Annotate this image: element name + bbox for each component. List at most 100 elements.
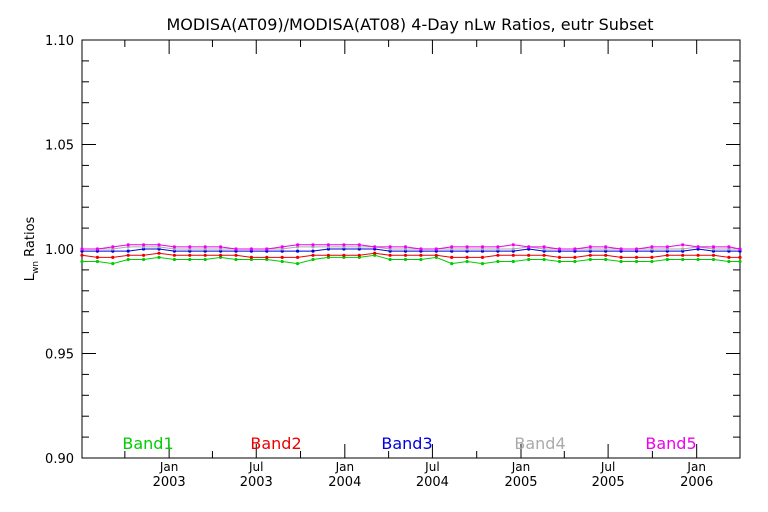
- data-point: [727, 259, 731, 264]
- data-point: [388, 257, 392, 262]
- x-tick-month: Jan: [686, 460, 706, 474]
- data-point: [142, 257, 146, 262]
- x-tick-month: Jul: [424, 460, 439, 474]
- data-point: [126, 257, 130, 262]
- data-point: [265, 247, 269, 251]
- data-point: [126, 243, 130, 247]
- legend-item-band1: Band1: [122, 434, 173, 453]
- x-tick-year: 2005: [504, 475, 537, 490]
- data-point: [296, 249, 300, 253]
- data-point: [172, 253, 176, 257]
- series-band5: [80, 243, 742, 251]
- data-point: [434, 247, 438, 251]
- y-tick-label: 1.05: [45, 139, 74, 154]
- data-point: [527, 245, 531, 249]
- data-point: [111, 245, 115, 249]
- y-axis-label: Lwn Ratios: [23, 216, 41, 281]
- data-point: [681, 243, 685, 247]
- data-point: [588, 245, 592, 249]
- data-point: [634, 247, 639, 251]
- data-point: [727, 245, 731, 249]
- data-point: [311, 257, 315, 262]
- data-point: [665, 257, 669, 262]
- data-point: [465, 245, 469, 249]
- data-point: [265, 255, 269, 259]
- data-point: [296, 255, 300, 259]
- data-point: [172, 257, 176, 262]
- chart-title: MODISA(AT09)/MODISA(AT08) 4-Day nLw Rati…: [166, 15, 653, 34]
- data-point: [326, 243, 330, 247]
- data-point: [419, 253, 423, 257]
- data-point: [696, 257, 700, 262]
- data-point: [357, 243, 361, 247]
- data-point: [738, 255, 742, 259]
- data-point: [80, 247, 84, 251]
- series-line: [82, 248, 740, 252]
- data-point: [711, 245, 716, 249]
- x-tick-year: 2006: [680, 475, 713, 490]
- data-point: [681, 257, 685, 262]
- data-point: [188, 245, 192, 249]
- data-point: [465, 259, 469, 264]
- data-point: [342, 253, 346, 257]
- data-point: [280, 245, 284, 249]
- data-point: [604, 253, 608, 257]
- data-point: [557, 247, 562, 251]
- data-point: [311, 253, 315, 257]
- x-tick-year: 2004: [328, 475, 361, 490]
- data-point: [711, 257, 716, 262]
- data-point: [450, 245, 454, 249]
- data-point: [157, 243, 161, 247]
- x-tick-month: Jul: [248, 460, 263, 474]
- data-point: [604, 245, 608, 249]
- data-point: [142, 253, 146, 257]
- data-point: [527, 253, 531, 257]
- data-point: [373, 251, 377, 255]
- data-point: [511, 253, 515, 257]
- data-point: [126, 253, 130, 257]
- y-tick-label: 0.95: [45, 348, 74, 363]
- data-point: [650, 255, 654, 259]
- series-line: [81, 252, 740, 258]
- y-axis-label-subscript: wn: [31, 261, 41, 274]
- data-point: [95, 259, 99, 264]
- data-point: [188, 253, 192, 257]
- data-point: [619, 247, 623, 251]
- data-point: [95, 255, 99, 259]
- x-tick-year: 2004: [416, 475, 449, 490]
- data-point: [188, 257, 192, 262]
- data-point: [542, 257, 546, 262]
- data-point: [619, 259, 623, 264]
- series-line: [82, 244, 741, 250]
- data-point: [480, 262, 485, 266]
- data-point: [373, 245, 377, 249]
- data-point: [296, 243, 300, 247]
- data-point: [203, 257, 207, 262]
- legend: Band1 Band2 Band3 Band4 Band5: [122, 434, 696, 453]
- data-point: [573, 259, 577, 264]
- data-point: [249, 247, 253, 251]
- data-point: [696, 253, 700, 257]
- data-point: [80, 253, 84, 257]
- data-point: [403, 253, 408, 257]
- x-tick-month: Jan: [159, 460, 179, 474]
- data-point: [111, 262, 115, 266]
- x-tick-month: Jan: [511, 460, 531, 474]
- data-point: [172, 245, 176, 249]
- data-point: [219, 245, 223, 249]
- data-point: [357, 253, 361, 257]
- data-point: [588, 257, 592, 262]
- data-point: [588, 253, 592, 257]
- data-point: [527, 257, 531, 262]
- data-point: [557, 255, 562, 259]
- legend-item-band2: Band2: [250, 434, 301, 453]
- data-point: [249, 255, 253, 259]
- x-tick-month: Jul: [600, 460, 615, 474]
- y-axis-label-main: L: [23, 273, 38, 281]
- data-point: [403, 257, 408, 262]
- x-tick-year: 2005: [592, 475, 625, 490]
- data-point: [542, 253, 546, 257]
- data-point: [496, 253, 500, 257]
- data-point: [650, 245, 654, 249]
